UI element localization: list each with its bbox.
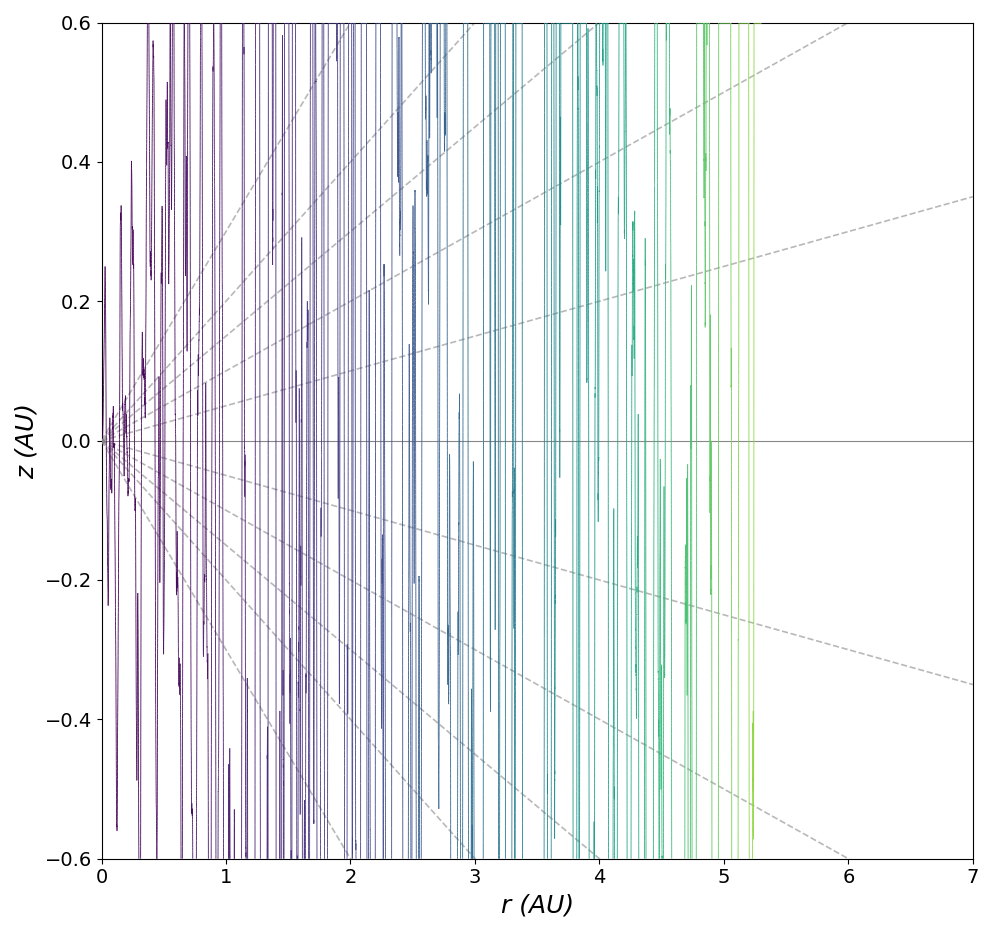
Y-axis label: z (AU): z (AU) bbox=[15, 403, 39, 479]
X-axis label: r (AU): r (AU) bbox=[501, 893, 574, 917]
